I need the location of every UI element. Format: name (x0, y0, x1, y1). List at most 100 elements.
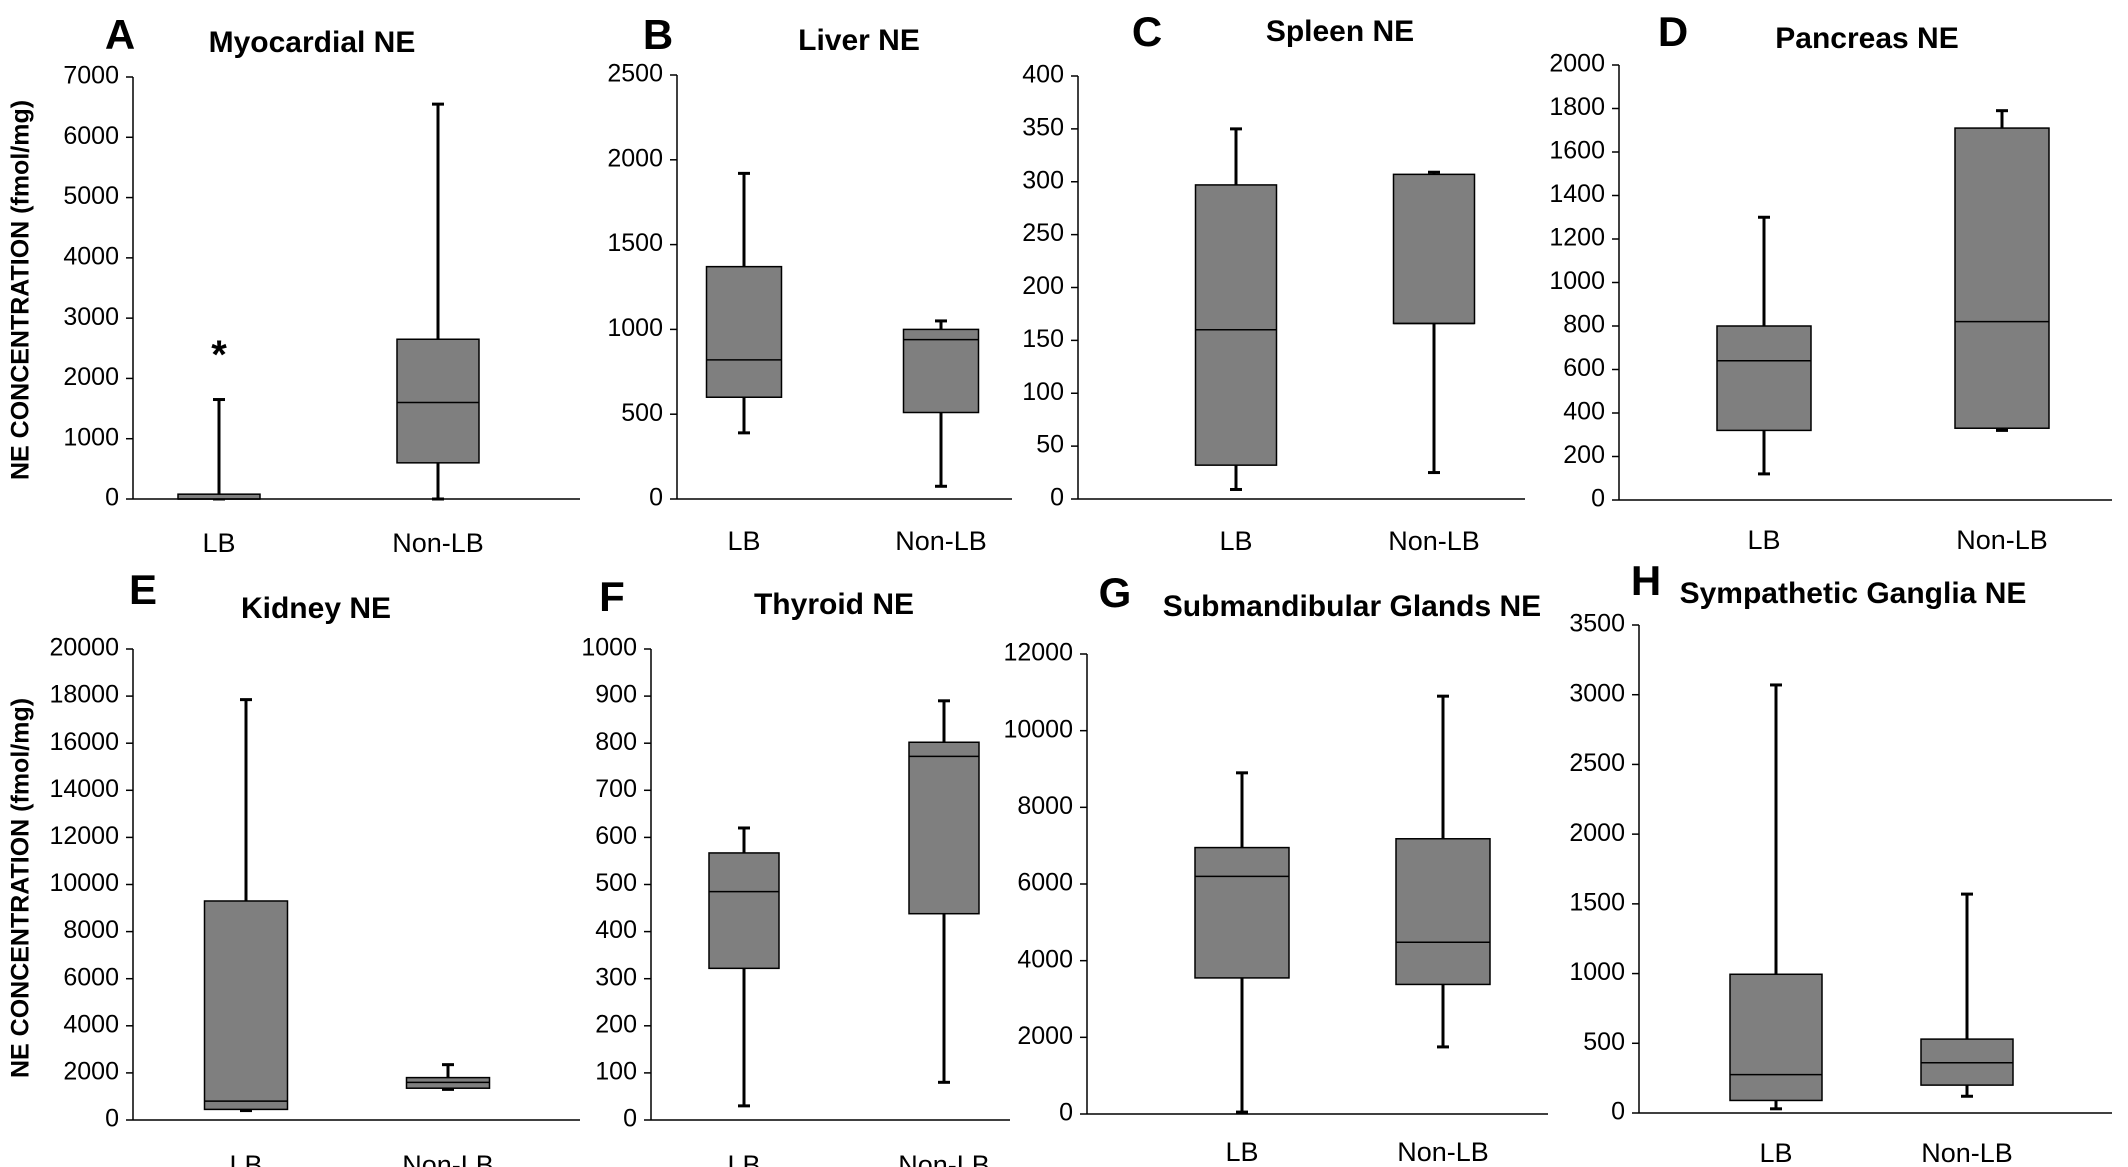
panel-c-ytick-label: 100 (1022, 378, 1064, 406)
panel-g-ytick-label: 8000 (1017, 792, 1073, 820)
panel-c-lb-box (1194, 184, 1278, 466)
panel-c-title: Spleen NE (1266, 15, 1414, 48)
panel-b-ytick-label: 0 (649, 484, 663, 512)
panel-h-ytick-label: 2000 (1569, 819, 1625, 847)
panel-g-ytick-label: 10000 (1003, 715, 1073, 743)
panel-f-ytick-label: 800 (595, 728, 637, 756)
panel-h-lb-label: LB (1759, 1138, 1792, 1167)
panel-f-non-lb-label: Non-LB (898, 1150, 990, 1167)
panel-f-ytick-label: 100 (595, 1058, 637, 1086)
panel-e-ytick-label: 18000 (49, 681, 119, 709)
panel-d-ytick-label: 1800 (1549, 93, 1605, 121)
panel-h-title: Sympathetic Ganglia NE (1680, 577, 2027, 610)
panel-d-non-lb-label: Non-LB (1956, 525, 2048, 555)
panel-g-title: Submandibular Glands NE (1163, 590, 1541, 623)
panel-a-ylabel: NE CONCENTRATION (fmol/mg) (7, 100, 35, 480)
panel-e-lb-box (203, 900, 289, 1111)
panel-e-ytick-label: 0 (105, 1105, 119, 1133)
panel-d-ytick-label: 1000 (1549, 267, 1605, 295)
panel-e-lb-label: LB (229, 1150, 262, 1167)
panel-h-ytick-label: 0 (1611, 1098, 1625, 1126)
panel-f-ytick-label: 400 (595, 916, 637, 944)
panel-d-ytick-label: 400 (1563, 398, 1605, 426)
panel-f-ytick-label: 1000 (581, 634, 637, 662)
panel-d-ytick-label: 0 (1591, 485, 1605, 513)
panel-g-non-lb-label: Non-LB (1397, 1137, 1489, 1167)
panel-b-non-lb-box (902, 328, 980, 414)
panel-g-lb-label: LB (1225, 1137, 1258, 1167)
panel-d-lb-box (1716, 325, 1812, 432)
panel-f-letter: F (599, 573, 625, 620)
panel-d-ytick-label: 600 (1563, 354, 1605, 382)
panel-d-ytick-label: 1400 (1549, 180, 1605, 208)
panel-h-ytick-label: 500 (1583, 1028, 1625, 1056)
panel-b-ytick-label: 500 (621, 399, 663, 427)
panel-c-lb-label: LB (1219, 526, 1252, 556)
panel-e-ytick-label: 4000 (63, 1010, 119, 1038)
panel-c-non-lb-label: Non-LB (1388, 526, 1480, 556)
panel-b-ytick-label: 2500 (607, 60, 663, 88)
panel-h-ytick-label: 2500 (1569, 749, 1625, 777)
panel-h-ytick-label: 1500 (1569, 888, 1625, 916)
panel-e-letter: E (129, 566, 157, 613)
panel-c-ytick-label: 200 (1022, 272, 1064, 300)
panel-e-ytick-label: 8000 (63, 916, 119, 944)
panel-c-ytick-label: 50 (1036, 431, 1064, 459)
panel-e-ytick-label: 10000 (49, 869, 119, 897)
panel-e-ytick-label: 2000 (63, 1058, 119, 1086)
panel-b-ytick-label: 2000 (607, 144, 663, 172)
panel-a-title: Myocardial NE (209, 26, 416, 59)
panel-g-letter: G (1099, 569, 1132, 616)
panel-c-ytick-label: 400 (1022, 61, 1064, 89)
panel-e-ytick-label: 16000 (49, 728, 119, 756)
panel-h-ytick-label: 3500 (1569, 610, 1625, 638)
panel-d-ytick-label: 200 (1563, 441, 1605, 469)
panel-a-letter: A (105, 11, 135, 58)
panel-a-non-lb-box (396, 338, 480, 464)
panel-b-lb-box (705, 265, 783, 398)
panel-h-ytick-label: 3000 (1569, 679, 1625, 707)
panel-g-non-lb-box (1395, 838, 1491, 986)
panel-f-ytick-label: 200 (595, 1010, 637, 1038)
panel-g-ytick-label: 0 (1059, 1099, 1073, 1127)
panel-c-ytick-label: 0 (1050, 484, 1064, 512)
panel-e-ytick-label: 14000 (49, 775, 119, 803)
panel-d-lb-label: LB (1747, 525, 1780, 555)
panel-a-ytick-label: 2000 (63, 363, 119, 391)
panel-d-title: Pancreas NE (1775, 22, 1958, 55)
panel-d-letter: D (1658, 8, 1688, 55)
panel-f-lb-label: LB (727, 1150, 760, 1167)
panel-g-lb-box (1194, 846, 1290, 979)
panel-f-lb-box (708, 852, 780, 970)
panel-b-letter: B (643, 11, 673, 58)
panel-f-ytick-label: 0 (623, 1105, 637, 1133)
panel-a-significance-asterisk: * (211, 333, 227, 377)
panel-c-ytick-label: 300 (1022, 166, 1064, 194)
panel-c-non-lb-box (1392, 173, 1476, 325)
panel-d-ytick-label: 1200 (1549, 224, 1605, 252)
panel-c-ytick-label: 150 (1022, 325, 1064, 353)
panel-f-ytick-label: 300 (595, 963, 637, 991)
panel-c-ytick-label: 250 (1022, 219, 1064, 247)
panel-e-non-lb-label: Non-LB (402, 1150, 494, 1167)
panel-d-non-lb-box (1954, 127, 2050, 429)
panel-f-title: Thyroid NE (754, 588, 914, 621)
panel-a-ytick-label: 5000 (63, 182, 119, 210)
panel-e-ytick-label: 6000 (63, 963, 119, 991)
panel-d-ytick-label: 1600 (1549, 137, 1605, 165)
panel-a-ytick-label: 6000 (63, 122, 119, 150)
panel-a-ytick-label: 0 (105, 484, 119, 512)
panel-b-ytick-label: 1000 (607, 314, 663, 342)
panel-e-ytick-label: 12000 (49, 822, 119, 850)
panel-a-ytick-label: 4000 (63, 242, 119, 270)
panel-g-ytick-label: 2000 (1017, 1022, 1073, 1050)
panel-b-ytick-label: 1500 (607, 229, 663, 257)
panel-b-lb-label: LB (727, 526, 760, 556)
panel-d-ytick-label: 2000 (1549, 50, 1605, 78)
panel-f-ytick-label: 500 (595, 869, 637, 897)
panel-e-ytick-label: 20000 (49, 634, 119, 662)
panel-h-ytick-label: 1000 (1569, 958, 1625, 986)
panel-b-title: Liver NE (798, 24, 920, 57)
panel-g-ytick-label: 12000 (1003, 639, 1073, 667)
